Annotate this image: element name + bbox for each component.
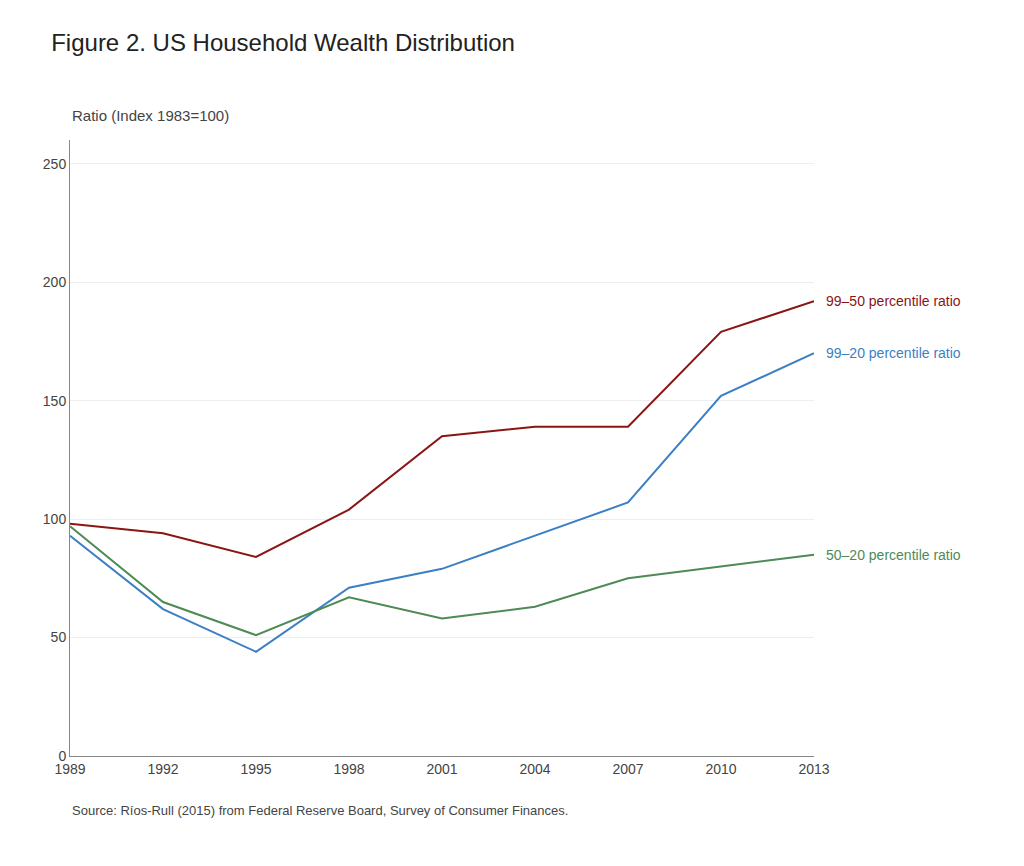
svg-text:99–50 percentile ratio: 99–50 percentile ratio [826, 293, 961, 309]
svg-text:150: 150 [43, 393, 67, 409]
svg-text:1989: 1989 [54, 761, 85, 777]
svg-text:1992: 1992 [147, 761, 178, 777]
svg-text:Figure 2. US Household Wealth: Figure 2. US Household Wealth Distributi… [51, 29, 515, 56]
svg-text:0: 0 [58, 748, 66, 764]
svg-text:2013: 2013 [798, 761, 829, 777]
svg-text:2007: 2007 [612, 761, 643, 777]
svg-text:100: 100 [43, 511, 67, 527]
svg-text:2004: 2004 [519, 761, 550, 777]
svg-text:1998: 1998 [333, 761, 364, 777]
svg-text:Ratio (Index 1983=100): Ratio (Index 1983=100) [72, 107, 229, 124]
svg-text:50: 50 [51, 629, 67, 645]
svg-text:50–20 percentile ratio: 50–20 percentile ratio [826, 547, 961, 563]
svg-text:200: 200 [43, 274, 67, 290]
svg-text:99–20 percentile ratio: 99–20 percentile ratio [826, 345, 961, 361]
svg-text:Source: Ríos-Rull (2015) from: Source: Ríos-Rull (2015) from Federal Re… [72, 803, 568, 818]
svg-text:2010: 2010 [705, 761, 736, 777]
svg-text:1995: 1995 [240, 761, 271, 777]
svg-text:250: 250 [43, 156, 67, 172]
svg-text:2001: 2001 [426, 761, 457, 777]
